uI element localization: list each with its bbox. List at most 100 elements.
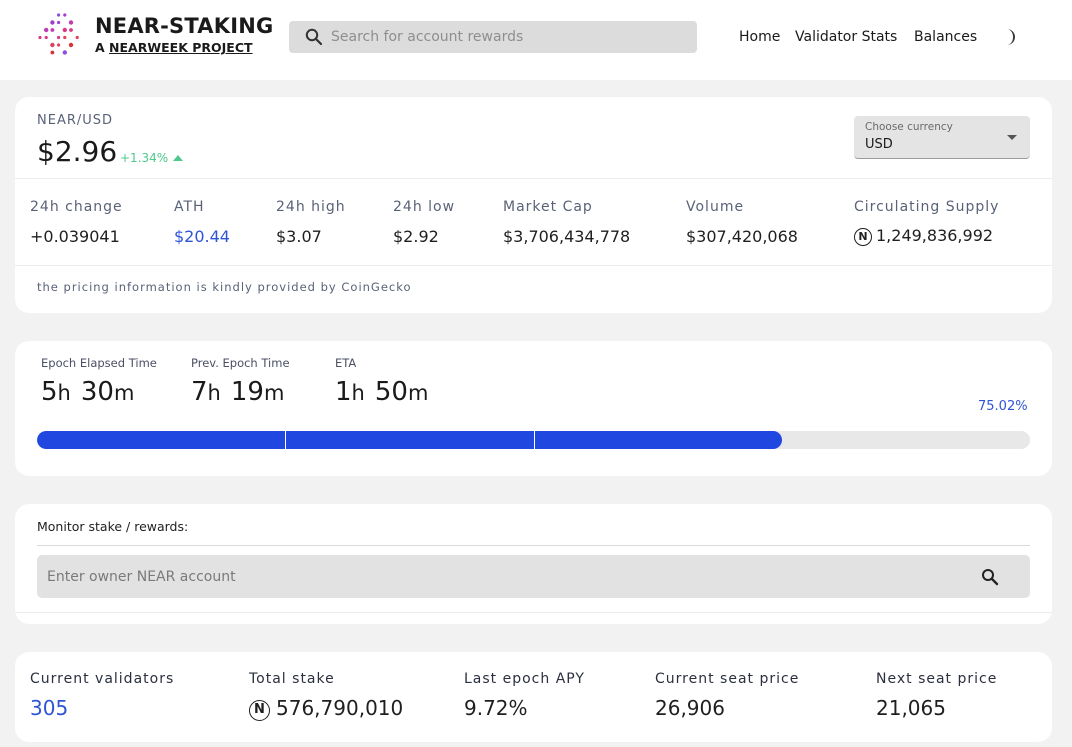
logo-dot	[50, 20, 55, 25]
moon-icon[interactable]	[998, 27, 1018, 47]
prev-minutes: 19	[230, 377, 264, 407]
logo-dot	[44, 35, 48, 40]
next-seat-price-value: 21,065	[876, 696, 946, 720]
logo-dot	[63, 35, 67, 40]
currency-select[interactable]: Choose currency USD	[854, 116, 1030, 159]
logo-dot	[50, 42, 55, 48]
arrow-up-icon	[173, 155, 184, 161]
logo-dot	[63, 13, 67, 17]
nav-home[interactable]: Home	[739, 29, 781, 45]
epoch-elapsed-label: Epoch Elapsed Time	[41, 356, 157, 370]
stat-value-market-cap: $3,706,434,778	[503, 227, 631, 246]
logo-dot	[69, 28, 73, 32]
stat-label-ath: ATH	[174, 199, 205, 215]
chevron-down-icon	[1007, 135, 1017, 140]
eta-value: 1h 50m	[335, 377, 438, 407]
eta-minutes: 50	[374, 377, 408, 407]
stat-value-volume: $307,420,068	[686, 227, 798, 246]
brand-subtitle: A NEARWEEK PROJECT	[95, 40, 253, 55]
divider	[15, 265, 1052, 266]
minutes-unit: m	[263, 381, 285, 405]
stat-label-24h-change: 24h change	[30, 199, 123, 215]
epoch-progress-percent: 75.02%	[978, 399, 1028, 414]
circulating-supply-amount: 1,249,836,992	[876, 226, 994, 245]
progress-segment-divider	[285, 431, 286, 449]
nav-validator-stats[interactable]: Validator Stats	[795, 29, 898, 45]
prev-epoch-label: Prev. Epoch Time	[191, 356, 290, 370]
last-epoch-apy-value: 9.72%	[464, 696, 528, 720]
stat-label-volume: Volume	[686, 199, 745, 215]
total-stake-value: N 576,790,010	[249, 696, 403, 721]
monitor-label: Monitor stake / rewards:	[37, 519, 189, 534]
near-token-icon: N	[249, 700, 270, 721]
current-seat-price-value: 26,906	[655, 696, 725, 720]
logo-dot	[62, 27, 67, 33]
total-stake-label: Total stake	[249, 671, 335, 687]
stat-value-24h-change: +0.039041	[30, 227, 120, 246]
hours-unit: h	[57, 381, 71, 405]
price-card: NEAR/USD $2.96 +1.34% Choose currency US…	[15, 97, 1052, 313]
epoch-progress-bar	[37, 431, 1030, 449]
brand-title[interactable]: NEAR-STAKING	[95, 14, 274, 38]
nav-balances[interactable]: Balances	[914, 29, 978, 45]
epoch-progress-fill	[37, 431, 782, 449]
progress-segment-divider	[534, 431, 535, 449]
near-staking-logo[interactable]	[36, 10, 82, 60]
stat-value-24h-low: $2.92	[393, 227, 439, 246]
divider	[15, 178, 1052, 179]
stat-label-market-cap: Market Cap	[503, 199, 593, 215]
hours-unit: h	[207, 381, 221, 405]
search-icon	[305, 28, 323, 46]
total-stake-amount: 576,790,010	[276, 696, 404, 720]
logo-dot	[68, 42, 74, 48]
monitor-card: Monitor stake / rewards:	[15, 504, 1052, 624]
nearweek-link[interactable]: NEARWEEK PROJECT	[109, 40, 253, 55]
logo-dot	[57, 13, 61, 17]
currency-select-label: Choose currency	[865, 121, 953, 133]
hours-unit: h	[351, 381, 365, 405]
divider	[37, 545, 1030, 546]
stat-value-ath: $20.44	[174, 227, 230, 246]
divider	[15, 612, 1052, 613]
logo-dot	[68, 20, 74, 25]
logo-dot	[57, 35, 61, 40]
elapsed-minutes: 30	[80, 377, 114, 407]
logo-dot	[57, 43, 61, 47]
epoch-elapsed-value: 5h 30m	[41, 377, 144, 407]
current-validators-label: Current validators	[30, 671, 175, 687]
logo-dot	[75, 35, 79, 40]
near-token-icon: N	[854, 228, 872, 246]
stat-value-circulating-supply: N 1,249,836,992	[854, 226, 993, 246]
owner-account-input[interactable]	[47, 555, 947, 598]
validators-card: Current validators 305 Total stake N 576,…	[15, 652, 1052, 742]
eta-label: ETA	[335, 356, 357, 370]
stat-value-24h-high: $3.07	[276, 227, 322, 246]
near-price: $2.96	[37, 135, 118, 168]
epoch-card: Epoch Elapsed Time 5h 30m Prev. Epoch Tim…	[15, 341, 1052, 476]
minutes-unit: m	[113, 381, 135, 405]
trading-pair: NEAR/USD	[37, 113, 114, 128]
logo-dot	[62, 50, 67, 55]
owner-account-field[interactable]	[37, 555, 1030, 598]
elapsed-hours: 5	[41, 377, 58, 407]
currency-select-value: USD	[865, 137, 893, 152]
stat-label-circulating-supply: Circulating Supply	[854, 199, 1000, 215]
prev-hours: 7	[191, 377, 208, 407]
next-seat-price-label: Next seat price	[876, 671, 998, 687]
stat-label-24h-high: 24h high	[276, 199, 346, 215]
search-icon[interactable]	[981, 568, 999, 586]
current-validators-value[interactable]: 305	[30, 696, 69, 720]
coingecko-credit: the pricing information is kindly provid…	[37, 280, 412, 294]
logo-dot	[57, 20, 61, 25]
stat-label-24h-low: 24h low	[393, 199, 456, 215]
logo-dot	[50, 50, 55, 55]
last-epoch-apy-label: Last epoch APY	[464, 671, 585, 687]
logo-dot	[38, 35, 42, 40]
price-change: +1.34%	[120, 151, 184, 165]
search-input[interactable]	[331, 21, 681, 53]
logo-dot	[50, 28, 55, 32]
top-header: NEAR-STAKING A NEARWEEK PROJECT Home Val…	[0, 0, 1072, 80]
minutes-unit: m	[407, 381, 429, 405]
account-rewards-search[interactable]	[289, 21, 697, 53]
price-change-value: +1.34%	[120, 151, 169, 165]
